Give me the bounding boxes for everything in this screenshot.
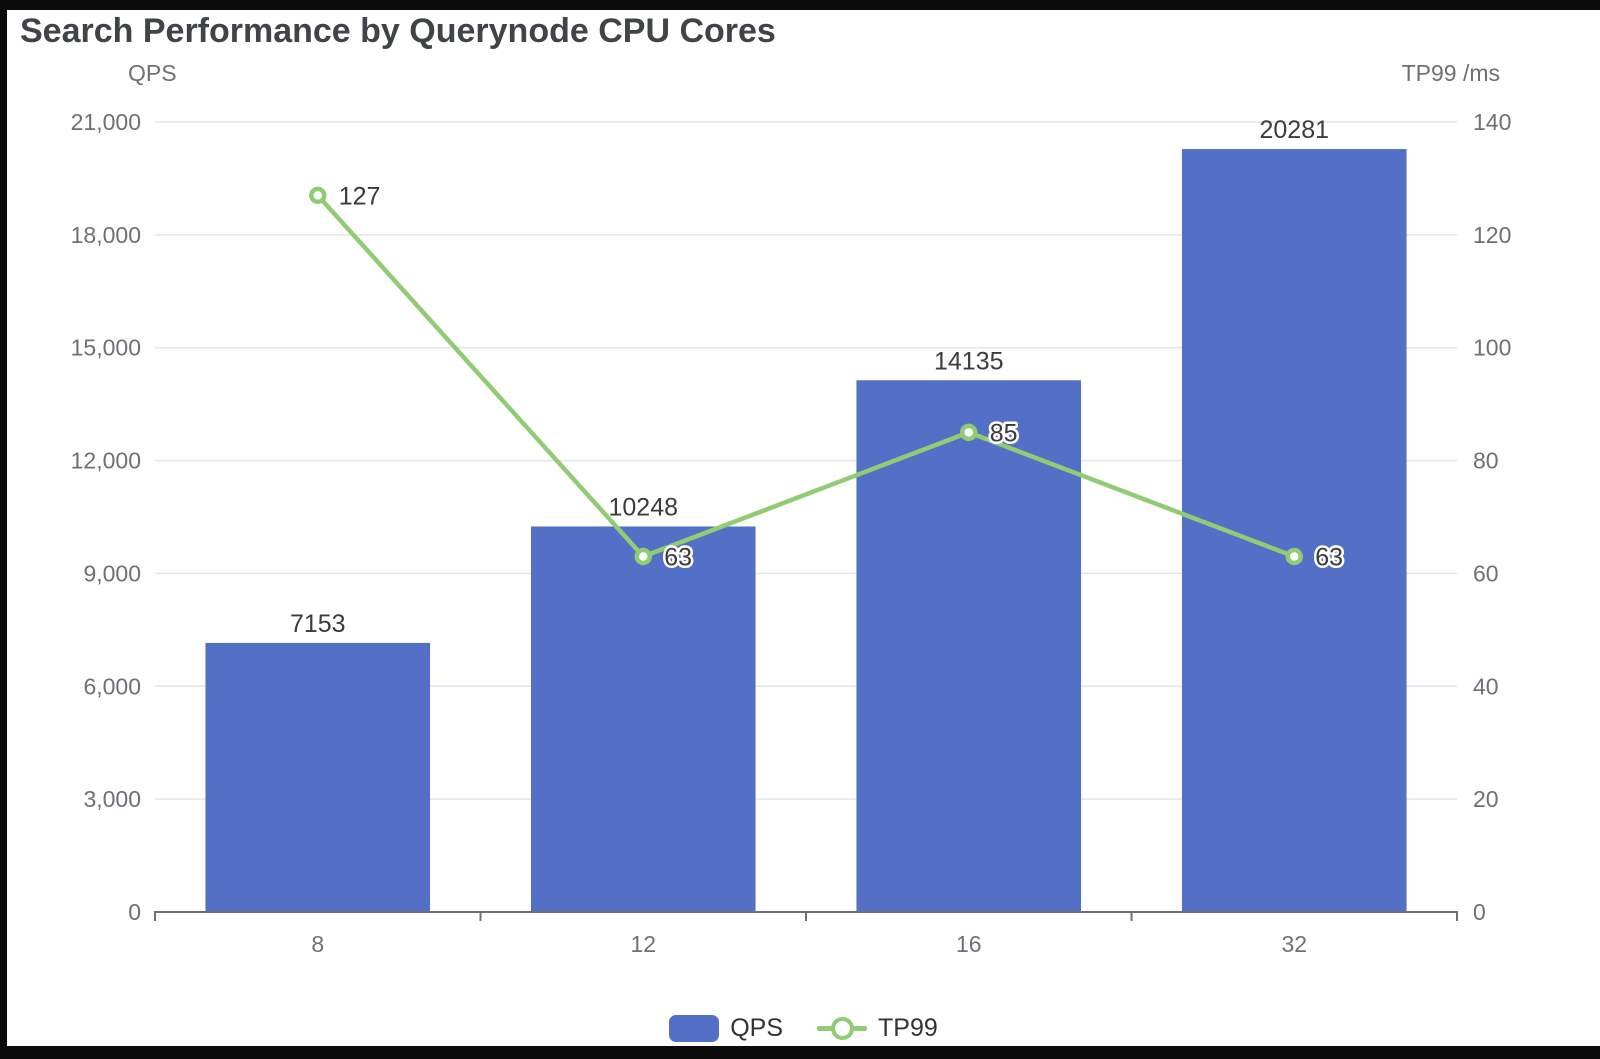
chart-canvas: Search Performance by Querynode CPU Core… — [7, 10, 1600, 1046]
tp99-value-label: 63 — [1315, 544, 1343, 572]
y-axis-left-label: 3,000 — [83, 786, 141, 812]
tp99-line — [315, 193, 1297, 559]
y-axis-left-label: 6,000 — [83, 673, 141, 699]
y-axis-left-label: 21,000 — [71, 109, 141, 135]
legend-item-tp99[interactable]: TP99 — [817, 1014, 938, 1043]
x-axis-category-label: 32 — [1281, 931, 1307, 957]
y-axis-left-label: 0 — [128, 899, 141, 925]
tp99-point[interactable] — [634, 547, 652, 566]
chart-svg: 7153 10248 14135 20281 0 3,000 6,000 9,000 12,00… — [71, 109, 1512, 957]
y-axis-right-label: 20 — [1473, 786, 1499, 812]
tp99-value-label: 127 — [339, 182, 381, 210]
legend-label-tp99: TP99 — [878, 1014, 938, 1042]
tp99-value-label: 63 — [664, 544, 692, 572]
tp99-point[interactable] — [960, 423, 978, 442]
chart-title: Search Performance by Querynode CPU Core… — [20, 12, 776, 50]
left-axis-name: QPS — [128, 60, 177, 86]
y-axis-left-label: 18,000 — [71, 222, 141, 248]
bar-qps[interactable] — [205, 642, 431, 912]
legend-label-qps: QPS — [730, 1014, 784, 1042]
tp99-point[interactable] — [309, 186, 327, 205]
y-axis-left-label: 15,000 — [71, 335, 141, 361]
qps-bar-swatch-icon — [669, 1015, 720, 1042]
chart-legend: QPS TP99 — [7, 1014, 1600, 1043]
bar-value-label: 14135 — [934, 347, 1004, 375]
tp99-value-label: 85 — [990, 419, 1018, 447]
bar-qps[interactable] — [1181, 149, 1407, 912]
right-axis-name: TP99 /ms — [1401, 60, 1500, 86]
x-axis-category-label: 16 — [956, 931, 982, 957]
bar-qps[interactable] — [530, 526, 756, 912]
x-axis-category-label: 12 — [630, 931, 656, 957]
y-axis-right-label: 100 — [1473, 335, 1511, 361]
y-axis-right-label: 40 — [1473, 673, 1499, 699]
legend-item-qps[interactable]: QPS — [669, 1014, 783, 1043]
y-axis-right-label: 120 — [1473, 222, 1511, 248]
y-axis-left-label: 9,000 — [83, 560, 141, 586]
y-axis-left-label: 12,000 — [71, 448, 141, 474]
y-axis-right-label: 60 — [1473, 560, 1499, 586]
bar-value-label: 10248 — [608, 493, 678, 521]
bar-value-label: 7153 — [290, 610, 346, 638]
y-axis-right-label: 0 — [1473, 899, 1486, 925]
y-axis-right-label: 80 — [1473, 448, 1499, 474]
x-axis-category-label: 8 — [311, 931, 324, 957]
tp99-line-marker-icon — [817, 1015, 868, 1042]
bar-qps[interactable] — [856, 380, 1082, 912]
tp99-point[interactable] — [1285, 547, 1303, 566]
y-axis-right-label: 140 — [1473, 109, 1511, 135]
bar-value-label: 20281 — [1259, 116, 1329, 144]
